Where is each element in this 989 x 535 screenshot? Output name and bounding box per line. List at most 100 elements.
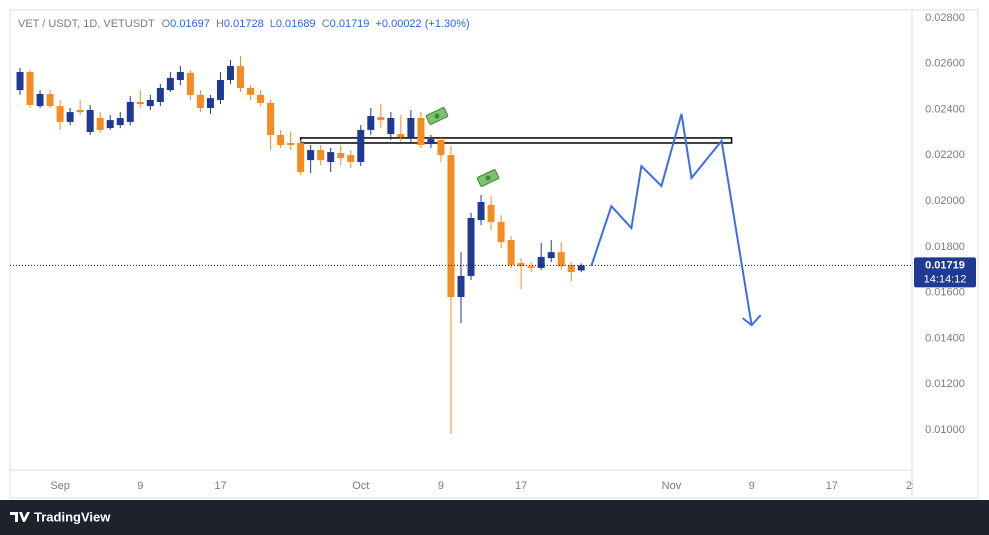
candle-body [216, 80, 224, 100]
candle-body [16, 72, 24, 91]
money-icon [476, 169, 500, 187]
candle-body [547, 252, 555, 259]
x-tick-label: 17 [826, 480, 838, 492]
close-value: 0.01719 [330, 18, 370, 30]
candle-body [247, 88, 255, 95]
x-tick-label: 17 [214, 480, 226, 492]
candle-body [36, 93, 44, 107]
projection-line [590, 113, 753, 326]
candle-body [287, 142, 295, 146]
x-tick-label: 9 [438, 480, 444, 492]
y-tick-label: 0.02000 [925, 195, 965, 207]
y-tick-label: 0.02800 [925, 12, 965, 24]
candle-body [136, 102, 144, 105]
candle-body [96, 118, 104, 130]
y-tick-label: 0.01600 [925, 287, 965, 299]
candle-body [237, 66, 245, 89]
header: VET / USDT, 1D, VETUSDT O0.01697 H0.0172… [18, 18, 470, 30]
candle-body [417, 118, 425, 146]
close-label: C [322, 18, 330, 30]
y-tick-label: 0.01800 [925, 241, 965, 253]
brand-logo [10, 512, 30, 522]
low-label: L [270, 18, 276, 30]
brand-name: TradingView [34, 509, 111, 524]
candle-body [537, 256, 545, 268]
candle-body [377, 117, 385, 121]
candle-body [457, 275, 465, 297]
candle-body [206, 98, 214, 108]
x-tick-label: 9 [749, 480, 755, 492]
candle-body [226, 66, 234, 81]
change-value: +0.00022 (+1.30%) [375, 18, 469, 30]
candle-body [267, 102, 275, 135]
last-price-box [914, 257, 976, 288]
x-axis: Sep 9 17 Oct 9 17 Nov 9 17 25 [50, 480, 918, 492]
y-tick-label: 0.02400 [925, 103, 965, 115]
open-value: 0.01697 [170, 18, 210, 30]
countdown-label: 14:14:12 [924, 273, 967, 285]
high-value: 0.01728 [224, 18, 264, 30]
candle-body [106, 120, 114, 129]
candle-body [467, 218, 475, 276]
x-tick-label: 9 [137, 480, 143, 492]
candle-body [567, 264, 575, 273]
x-tick-label: Oct [352, 480, 369, 492]
candle-body [317, 150, 325, 161]
y-tick-label: 0.02600 [925, 58, 965, 70]
candle-body [297, 142, 305, 173]
candle-body [86, 110, 94, 132]
x-tick-label: 25 [906, 480, 918, 492]
high-label: H [216, 18, 224, 30]
candle-body [46, 93, 54, 107]
candle-body [527, 266, 535, 268]
candle-body [517, 263, 525, 267]
x-tick-label: Nov [662, 480, 682, 492]
candle-body [497, 221, 505, 243]
footer-bar [0, 500, 989, 535]
candle-body [577, 265, 585, 271]
candle-body [56, 106, 64, 122]
candle-body [146, 99, 154, 107]
candle-body [557, 252, 565, 267]
candle-body [26, 72, 34, 105]
y-tick-label: 0.01400 [925, 332, 965, 344]
candle-body [277, 134, 285, 146]
candle-body [397, 134, 405, 138]
candle-body [357, 129, 365, 162]
candle-body [337, 153, 345, 159]
y-axis: 0.02800 0.02600 0.02400 0.02200 0.02000 0.018… [925, 12, 965, 436]
candle-body [196, 94, 204, 108]
money-icon [425, 107, 449, 125]
plot-area [10, 56, 912, 435]
candle-body [176, 72, 184, 81]
candle-body [387, 118, 395, 135]
x-tick-label: 17 [515, 480, 527, 492]
candle-body [156, 88, 164, 102]
candle-body [126, 102, 134, 122]
candle-body [437, 139, 445, 156]
candle-body [507, 240, 515, 265]
candle-body [257, 94, 265, 103]
candle-body [327, 152, 335, 162]
low-value: 0.01689 [276, 18, 316, 30]
candle-body [66, 112, 74, 122]
open-label: O [162, 18, 171, 30]
candle-body [307, 150, 315, 161]
candle-body [427, 139, 435, 145]
last-price-label: 0.01719 [925, 259, 965, 271]
projection-arrowhead [742, 314, 762, 327]
candle-body [347, 155, 355, 162]
candle-body [76, 110, 84, 113]
y-tick-label: 0.01200 [925, 378, 965, 390]
symbol-title: VET / USDT, 1D, VETUSDT [18, 18, 155, 30]
candle-body [166, 77, 174, 91]
x-tick-label: Sep [50, 480, 70, 492]
candle-body [487, 204, 495, 222]
candle-body [116, 118, 124, 126]
y-tick-label: 0.01000 [925, 424, 965, 436]
chart-frame [9, 9, 979, 499]
candle-body [447, 155, 455, 297]
